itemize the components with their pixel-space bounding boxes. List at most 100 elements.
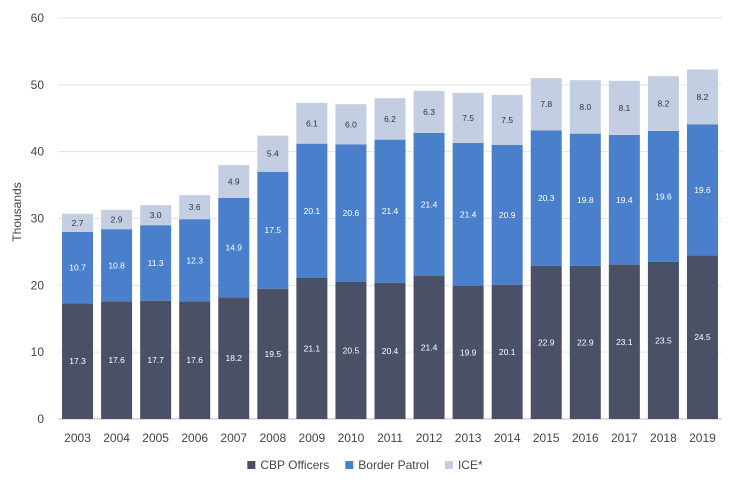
x-tick-label-2005: 2005 [142, 431, 169, 445]
bar-ice-2012 [413, 90, 445, 133]
legend: CBP Officers Border Patrol ICE* [247, 458, 483, 472]
x-tick-label-2014: 2014 [494, 431, 521, 445]
data-label-ice-2015: 7.8 [540, 99, 552, 109]
bar-ice-2006 [179, 195, 211, 220]
data-label-ice-2018: 8.2 [657, 99, 669, 109]
y-axis-ticks: 0 10 20 30 40 50 60 [31, 11, 45, 426]
data-label-cbp-officers-2008: 19.5 [265, 349, 282, 359]
bar-border-patrol-2015 [530, 130, 562, 266]
x-tick-label-2010: 2010 [338, 431, 365, 445]
bar-ice-2018 [647, 76, 679, 131]
bar-ice-2015 [530, 78, 562, 131]
bar-ice-2016 [569, 80, 601, 134]
data-label-cbp-officers-2003: 17.3 [69, 356, 86, 366]
legend-swatch-ice [444, 461, 453, 469]
bar-cbp-officers-2008 [257, 288, 289, 419]
bar-border-patrol-2016 [569, 133, 601, 266]
data-label-cbp-officers-2006: 17.6 [186, 355, 203, 365]
data-label-border-patrol-2003: 10.7 [69, 263, 86, 273]
bar-cbp-officers-2013 [452, 286, 484, 419]
bar-ice-2009 [296, 102, 328, 144]
bar-stack-2006: 17.6 12.3 3.6 [179, 195, 211, 419]
bar-stack-2012: 21.4 21.4 6.3 [413, 90, 445, 419]
bar-border-patrol-2009 [296, 143, 328, 278]
bar-cbp-officers-2010 [335, 281, 367, 419]
x-tick-label-2009: 2009 [299, 431, 326, 445]
x-tick-label-2007: 2007 [220, 431, 247, 445]
bar-border-patrol-2014 [491, 144, 523, 285]
bar-stack-2011: 20.4 21.4 6.2 [374, 98, 406, 419]
bar-cbp-officers-2004 [101, 301, 133, 419]
bar-cbp-officers-2017 [608, 264, 640, 419]
x-tick-label-2006: 2006 [181, 431, 208, 445]
bar-ice-2008 [257, 135, 289, 172]
data-label-border-patrol-2013: 21.4 [460, 209, 477, 219]
bar-cbp-officers-2007 [218, 297, 250, 419]
data-label-border-patrol-2005: 11.3 [148, 258, 164, 268]
legend-label-border-patrol: Border Patrol [358, 458, 429, 472]
data-label-ice-2003: 2.7 [72, 218, 84, 228]
x-tick-label-2018: 2018 [650, 431, 677, 445]
x-tick-label-2016: 2016 [572, 431, 599, 445]
bar-border-patrol-2003 [62, 231, 94, 304]
bar-border-patrol-2005 [140, 225, 172, 301]
bar-stack-2019: 24.5 19.6 8.2 [686, 69, 718, 419]
bar-stack-2018: 23.5 19.6 8.2 [647, 76, 679, 419]
data-label-cbp-officers-2019: 24.5 [694, 332, 711, 342]
bar-cbp-officers-2005 [140, 300, 172, 419]
x-tick-label-2012: 2012 [416, 431, 443, 445]
bar-cbp-officers-2014 [491, 284, 523, 419]
bar-stack-2004: 17.6 10.8 2.9 [101, 209, 133, 419]
data-label-border-patrol-2009: 20.1 [304, 206, 321, 216]
bar-border-patrol-2013 [452, 142, 484, 287]
data-label-border-patrol-2012: 21.4 [421, 199, 438, 209]
y-tick-label-0: 0 [37, 412, 44, 426]
x-tick-label-2015: 2015 [533, 431, 560, 445]
bar-border-patrol-2008 [257, 171, 289, 289]
bar-stack-2016: 22.9 19.8 8.0 [569, 80, 601, 419]
data-label-cbp-officers-2016: 22.9 [577, 337, 594, 347]
bar-ice-2003 [62, 213, 94, 232]
bar-border-patrol-2004 [101, 229, 133, 302]
data-label-border-patrol-2015: 20.3 [538, 193, 555, 203]
bar-border-patrol-2017 [608, 134, 640, 265]
data-label-border-patrol-2017: 19.4 [616, 195, 633, 205]
bar-ice-2014 [491, 94, 523, 145]
x-tick-label-2019: 2019 [689, 431, 716, 445]
bar-stack-2007: 18.2 14.9 4.9 [218, 165, 250, 419]
bar-stack-2005: 17.7 11.3 3.0 [140, 205, 172, 419]
data-label-cbp-officers-2007: 18.2 [225, 353, 242, 363]
bar-stack-2008: 19.5 17.5 5.4 [257, 135, 289, 419]
bar-border-patrol-2010 [335, 144, 367, 282]
bar-border-patrol-2011 [374, 139, 406, 283]
data-label-ice-2009: 6.1 [306, 118, 318, 128]
data-label-cbp-officers-2011: 20.4 [382, 346, 399, 356]
x-tick-label-2003: 2003 [64, 431, 91, 445]
x-axis-ticks: 2003 2004 2005 2006 2007 2008 2009 2010 2011 2012… [64, 431, 716, 445]
data-label-cbp-officers-2005: 17.7 [147, 355, 164, 365]
data-label-ice-2016: 8.0 [579, 102, 591, 112]
data-label-ice-2019: 8.2 [697, 92, 709, 102]
x-tick-label-2008: 2008 [259, 431, 286, 445]
data-label-border-patrol-2006: 12.3 [186, 255, 203, 265]
bar-ice-2011 [374, 98, 406, 140]
bar-border-patrol-2007 [218, 197, 250, 298]
data-label-border-patrol-2019: 19.6 [694, 185, 711, 195]
data-label-ice-2007: 4.9 [228, 176, 240, 186]
bar-cbp-officers-2009 [296, 277, 328, 419]
x-tick-label-2017: 2017 [611, 431, 638, 445]
bar-ice-2005 [140, 205, 172, 226]
bar-cbp-officers-2018 [647, 261, 679, 419]
data-label-border-patrol-2004: 10.8 [108, 260, 125, 270]
bar-ice-2004 [101, 209, 133, 230]
bar-stack-2014: 20.1 20.9 7.5 [491, 94, 523, 419]
bar-stack-2003: 17.3 10.7 2.7 [62, 213, 94, 419]
bar-cbp-officers-2019 [686, 255, 718, 419]
bars: 17.3 10.7 2.7 17.6 10.8 2.9 17.7 11.3 3.0 17.6 12.… [62, 69, 718, 419]
data-label-ice-2017: 8.1 [618, 103, 630, 113]
data-label-ice-2013: 7.5 [462, 113, 474, 123]
bar-cbp-officers-2011 [374, 282, 406, 419]
bar-stack-2010: 20.5 20.6 6.0 [335, 104, 367, 419]
